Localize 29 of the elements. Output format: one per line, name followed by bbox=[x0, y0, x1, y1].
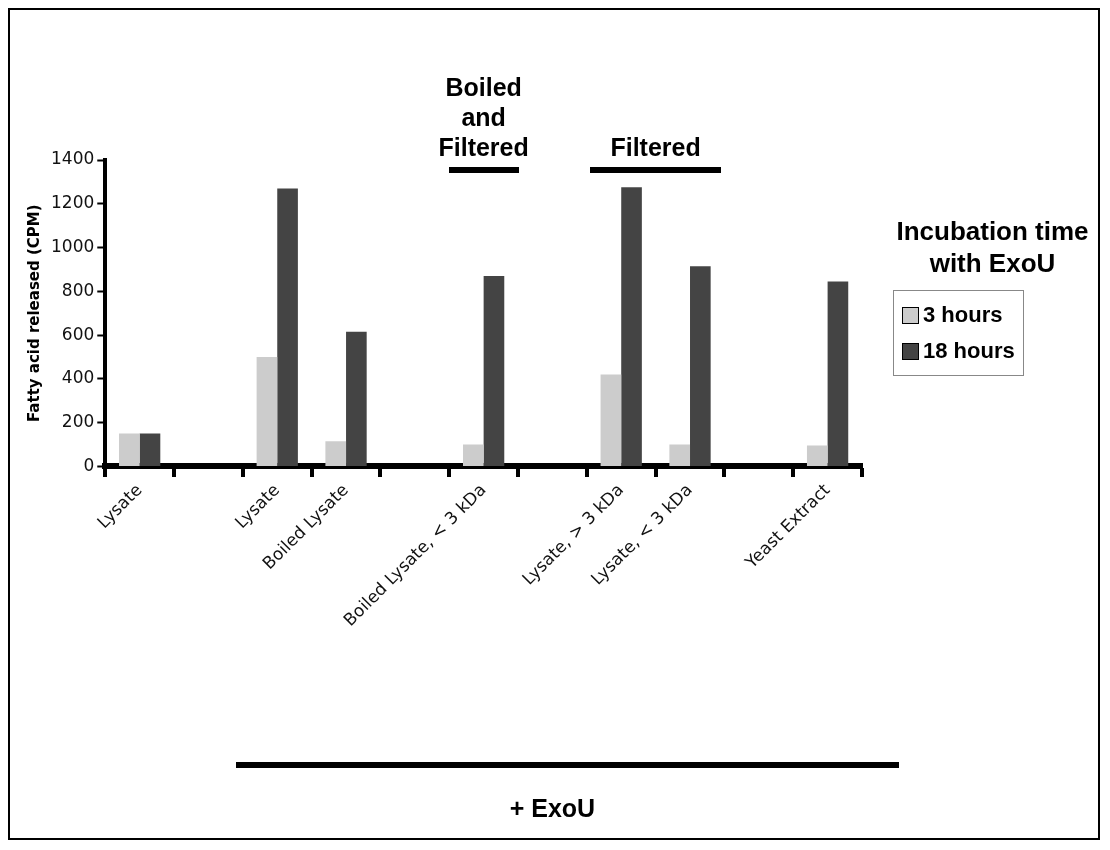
y-tick-label: 1000 bbox=[51, 235, 95, 256]
legend-title: Incubation time with ExoU bbox=[895, 215, 1090, 279]
bar bbox=[827, 281, 849, 466]
y-tick-label: 0 bbox=[83, 454, 95, 475]
bar bbox=[600, 374, 622, 466]
y-tick-label: 800 bbox=[61, 279, 95, 300]
bar bbox=[669, 444, 691, 466]
y-tick-label: 400 bbox=[61, 367, 95, 388]
bar bbox=[806, 445, 828, 466]
bar bbox=[119, 433, 140, 466]
bar bbox=[325, 441, 347, 466]
bar bbox=[277, 188, 298, 466]
legend-label: 3 hours bbox=[923, 301, 1003, 329]
y-tick-label: 1400 bbox=[51, 148, 95, 169]
bar bbox=[690, 266, 711, 466]
y-axis-title: Fatty acid released (CPM) bbox=[24, 204, 43, 423]
y-tick-label: 1200 bbox=[51, 192, 95, 213]
bar bbox=[346, 331, 367, 466]
y-tick-label: 600 bbox=[61, 323, 95, 344]
bar bbox=[139, 433, 161, 466]
legend-label: 18 hours bbox=[923, 337, 1015, 365]
bar bbox=[462, 444, 484, 466]
bar bbox=[621, 187, 642, 466]
text: + ExoU bbox=[508, 793, 597, 823]
y-tick-label: 200 bbox=[61, 411, 95, 432]
annotation: Boiled and Filtered bbox=[437, 72, 530, 162]
annotation: Filtered bbox=[609, 132, 702, 162]
bar bbox=[256, 356, 278, 466]
bar bbox=[483, 276, 505, 466]
